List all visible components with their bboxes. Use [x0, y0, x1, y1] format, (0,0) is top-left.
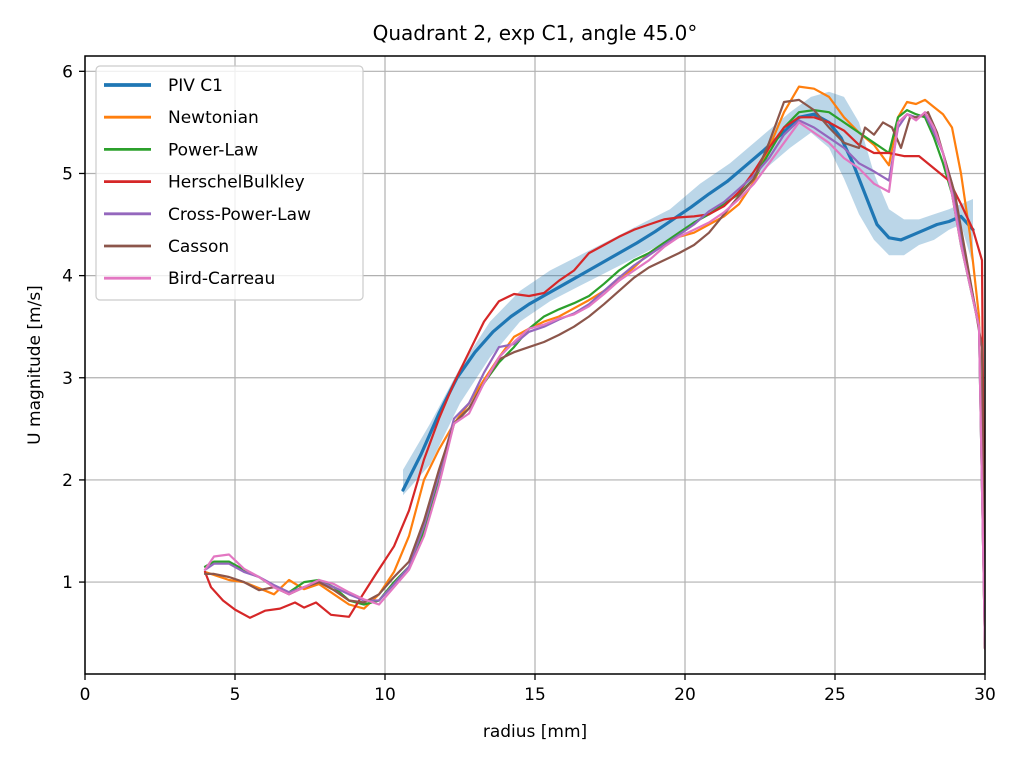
y-axis-label: U magnitude [m/s]	[25, 285, 45, 445]
y-tick-label: 4	[62, 267, 73, 287]
x-axis: 0 5 10 15 20 25 30	[80, 674, 996, 705]
x-tick-label: 15	[524, 685, 546, 705]
x-tick-label: 30	[974, 685, 996, 705]
series-line-casson	[203, 98, 985, 650]
x-axis-label: radius [mm]	[483, 722, 587, 742]
x-tick-label: 25	[824, 685, 846, 705]
legend-label-cross-power-law: Cross-Power-Law	[168, 205, 311, 225]
series-layer	[203, 85, 985, 650]
legend-label-piv-c1: PIV C1	[168, 76, 223, 96]
x-tick-label: 5	[230, 685, 241, 705]
series-line-herschelbulkley	[203, 116, 985, 650]
y-tick-label: 3	[62, 369, 73, 389]
y-axis: 1 2 3 4 5 6	[62, 62, 85, 593]
grid	[84, 56, 986, 674]
chart-title: Quadrant 2, exp C1, angle 45.0°	[373, 21, 698, 45]
x-tick-label: 10	[374, 685, 396, 705]
y-tick-label: 1	[62, 573, 73, 593]
x-tick-label: 0	[80, 685, 91, 705]
series-line-cross-power-law	[203, 113, 985, 650]
x-tick-label: 20	[674, 685, 696, 705]
legend-label-herschelbulkley: HerschelBulkley	[168, 173, 305, 193]
y-tick-label: 6	[62, 62, 73, 82]
legend-label-casson: Casson	[168, 237, 229, 257]
legend-label-bird-carreau: Bird-Carreau	[168, 269, 275, 289]
series-line-bird-carreau	[203, 111, 985, 650]
legend: PIV C1 Newtonian Power-Law HerschelBulkley C…	[95, 65, 364, 301]
series-line-piv-c1	[401, 112, 975, 492]
legend-label-newtonian: Newtonian	[168, 108, 259, 128]
series-line-newtonian	[203, 85, 985, 650]
y-tick-label: 2	[62, 471, 73, 491]
series-line-power-law	[203, 108, 985, 650]
legend-label-power-law: Power-Law	[168, 140, 258, 160]
plot-area	[203, 85, 985, 650]
y-tick-label: 5	[62, 164, 73, 184]
legend-box	[95, 65, 364, 301]
